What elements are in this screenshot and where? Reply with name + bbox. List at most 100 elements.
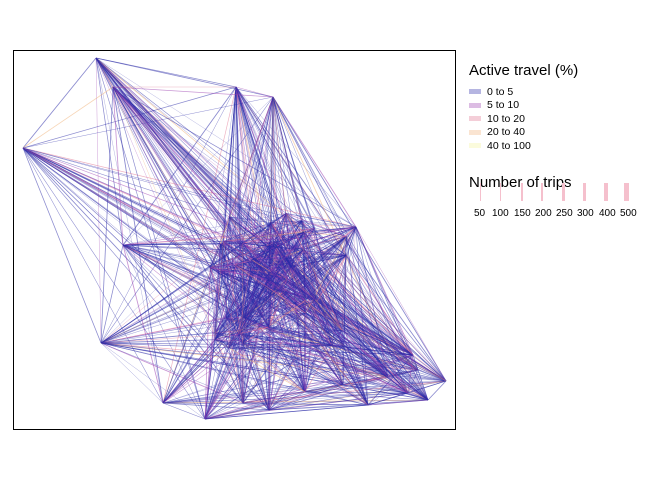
desire-line (235, 86, 274, 98)
desire-line (210, 267, 306, 314)
desire-line (112, 86, 274, 98)
desire-line (223, 241, 270, 243)
trip-swatch-250 (562, 183, 565, 201)
desire-line (22, 86, 114, 149)
desire-line (305, 313, 369, 406)
desire-line (343, 255, 347, 346)
desire-line (346, 255, 414, 356)
desire-line (228, 347, 244, 404)
desire-line (238, 256, 286, 334)
desire-line (209, 267, 240, 334)
desire-line (238, 333, 244, 345)
desire-line (95, 57, 124, 246)
legend-label: 10 to 20 (487, 112, 525, 125)
desire-line (210, 242, 274, 269)
desire-line (112, 86, 271, 223)
desire-line (122, 244, 244, 404)
desire-line (214, 332, 270, 411)
desire-line (235, 86, 302, 221)
trip-label: 400 (599, 208, 616, 219)
desire-line (427, 380, 447, 401)
legend-swatch (469, 129, 481, 135)
trip-label: 200 (535, 208, 552, 219)
desire-line (303, 248, 414, 356)
desire-line (272, 96, 274, 244)
desire-line (214, 312, 306, 340)
desire-line (209, 267, 229, 349)
desire-line (268, 243, 274, 328)
desire-line (22, 147, 244, 318)
desire-line (270, 228, 315, 272)
desire-line (305, 299, 316, 314)
desire-line (304, 300, 307, 314)
desire-line (242, 242, 316, 300)
desire-line (301, 220, 409, 394)
desire-line (301, 220, 347, 256)
desire-line (314, 299, 345, 346)
desire-line (112, 86, 419, 371)
desire-line (314, 228, 343, 331)
desire-line (303, 226, 357, 250)
desire-line (251, 259, 332, 346)
desire-line (268, 299, 316, 328)
desire-line (223, 228, 315, 242)
desire-line (235, 86, 344, 386)
desire-line (22, 147, 243, 244)
desire-line (243, 317, 343, 331)
trip-swatch-400 (604, 183, 608, 201)
desire-line (204, 404, 369, 420)
desire-line (270, 222, 332, 346)
legend-swatch (469, 89, 481, 95)
desire-line (286, 212, 357, 228)
legend-item-40-100: 40 to 100 (469, 139, 578, 153)
desire-line (293, 236, 347, 267)
desire-line (210, 255, 347, 269)
desire-line (251, 259, 343, 331)
desire-line (22, 147, 256, 260)
desire-line (100, 86, 114, 344)
desire-line (301, 220, 447, 382)
desire-line (225, 317, 332, 346)
desire-line (22, 57, 97, 149)
trip-swatch-150 (521, 183, 523, 201)
desire-line (331, 236, 347, 346)
desire-line (214, 339, 344, 386)
desire-line (95, 57, 357, 228)
desire-line (210, 267, 269, 328)
desire-line (235, 259, 252, 266)
desire-line (270, 96, 274, 223)
desire-line (204, 402, 244, 420)
trip-label: 150 (514, 208, 531, 219)
desire-line (235, 264, 307, 314)
desire-line (228, 347, 414, 356)
desire-line (242, 312, 307, 345)
desire-line (367, 392, 409, 406)
desire-line (235, 255, 286, 266)
trip-label: 100 (492, 208, 509, 219)
desire-line (238, 333, 369, 406)
trip-swatch-300 (583, 183, 586, 201)
desire-line (235, 264, 306, 301)
desire-line (243, 317, 332, 346)
desire-line (268, 279, 343, 331)
desire-line (286, 212, 347, 237)
desire-line (112, 86, 279, 244)
desire-line (417, 369, 447, 382)
desire-line (204, 267, 211, 420)
desire-line (209, 216, 230, 268)
desire-line (100, 342, 206, 420)
desire-line (270, 243, 274, 272)
desire-line (367, 376, 389, 406)
desire-line (301, 220, 357, 228)
desire-line (100, 280, 270, 344)
desire-line (341, 255, 347, 331)
desire-line (22, 147, 302, 221)
legend-swatch (469, 116, 481, 122)
desire-line (162, 243, 243, 404)
desire-line (314, 228, 318, 302)
desire-line (112, 86, 124, 246)
desire-line (270, 265, 294, 272)
desire-line (223, 241, 307, 314)
desire-line (268, 384, 344, 411)
desire-line (268, 327, 343, 331)
